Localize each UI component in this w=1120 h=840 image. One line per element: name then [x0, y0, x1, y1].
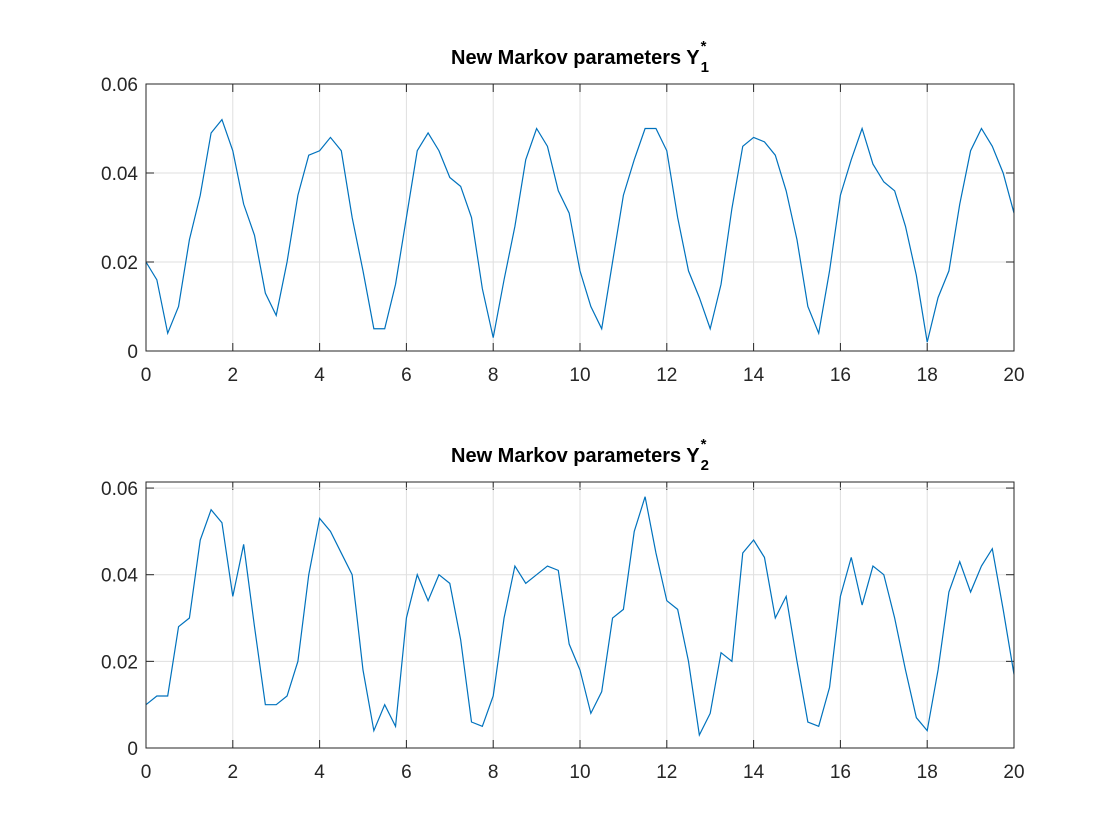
y-tick-label: 0 — [127, 342, 138, 363]
x-tick-label: 8 — [488, 365, 499, 386]
y-tick-label: 0.02 — [101, 652, 138, 673]
x-tick-label: 2 — [228, 365, 239, 386]
x-tick-label: 4 — [314, 762, 325, 783]
x-tick-label: 6 — [401, 762, 412, 783]
chart-title: New Markov parameters Y 2 * — [451, 436, 709, 474]
axes-box — [145, 83, 1015, 352]
y-tick-label: 0 — [127, 739, 138, 760]
x-tick-label: 16 — [830, 762, 851, 783]
x-tick-label: 0 — [141, 762, 152, 783]
x-tick-label: 8 — [488, 762, 499, 783]
x-tick-label: 18 — [917, 365, 938, 386]
title-superscript: * — [701, 38, 707, 55]
axes-box — [145, 481, 1015, 749]
title-subscript: 1 — [701, 59, 709, 76]
title-subscript: 2 — [701, 457, 709, 474]
title-text: New Markov parameters Y — [451, 47, 700, 69]
x-tick-label: 6 — [401, 365, 412, 386]
x-tick-label: 2 — [228, 762, 239, 783]
x-tick-label: 12 — [656, 762, 677, 783]
title-text: New Markov parameters Y — [451, 445, 700, 467]
data-line — [145, 118, 1015, 343]
y-tick-label: 0.02 — [101, 253, 138, 274]
title-superscript: * — [701, 436, 707, 453]
x-tick-label: 14 — [743, 365, 765, 386]
x-tick-label: 18 — [917, 762, 938, 783]
x-tick-label: 10 — [569, 365, 590, 386]
x-tick-label: 4 — [314, 365, 325, 386]
y-tick-label: 0.04 — [101, 164, 138, 185]
x-tick-label: 12 — [656, 365, 677, 386]
data-line — [145, 496, 1015, 737]
y-tick-label: 0.06 — [101, 479, 138, 500]
x-tick-label: 14 — [743, 762, 765, 783]
x-tick-label: 16 — [830, 365, 851, 386]
y-tick-label: 0.04 — [101, 566, 138, 587]
x-tick-label: 10 — [569, 762, 590, 783]
x-tick-label: 20 — [1003, 365, 1024, 386]
chart-title: New Markov parameters Y 1 * — [451, 38, 709, 76]
x-tick-label: 20 — [1003, 762, 1024, 783]
y-tick-label: 0.06 — [101, 75, 138, 96]
x-tick-label: 0 — [141, 365, 152, 386]
